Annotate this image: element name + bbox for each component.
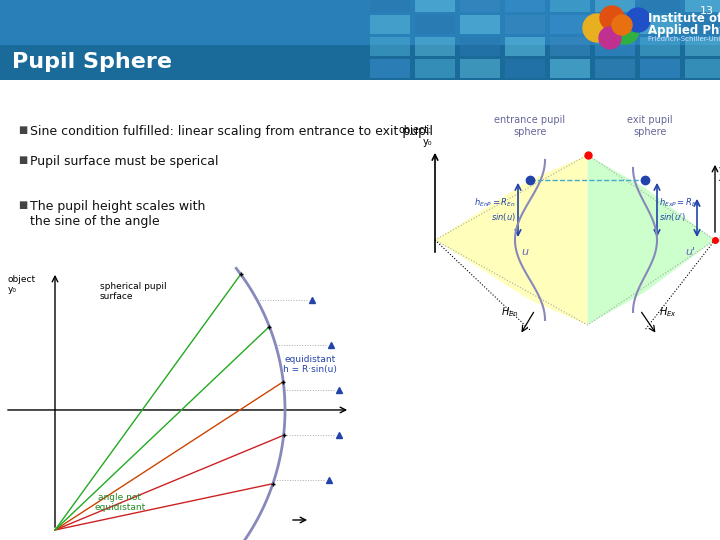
FancyBboxPatch shape [415, 37, 455, 56]
FancyBboxPatch shape [460, 37, 500, 56]
FancyBboxPatch shape [505, 37, 545, 56]
Text: Friedrich-Schiller-Universität Jena: Friedrich-Schiller-Universität Jena [648, 36, 720, 42]
Bar [0, 45, 720, 80]
Text: $H_{En}$: $H_{En}$ [500, 305, 518, 319]
Text: y₀: y₀ [423, 137, 432, 147]
Text: ■: ■ [18, 200, 27, 210]
Polygon shape [435, 155, 588, 325]
FancyBboxPatch shape [460, 15, 500, 34]
Text: Applied Physics: Applied Physics [648, 24, 720, 37]
FancyBboxPatch shape [595, 37, 635, 56]
Text: image: image [718, 235, 720, 244]
Text: spherical pupil
surface: spherical pupil surface [100, 282, 166, 301]
Text: ▲: ▲ [719, 173, 720, 182]
FancyBboxPatch shape [640, 15, 680, 34]
FancyBboxPatch shape [460, 59, 500, 78]
FancyBboxPatch shape [595, 15, 635, 34]
Text: entrance pupil
sphere: entrance pupil sphere [495, 116, 566, 137]
FancyBboxPatch shape [550, 37, 590, 56]
Text: object:: object: [399, 125, 432, 135]
FancyBboxPatch shape [370, 37, 410, 56]
Circle shape [612, 15, 632, 35]
Text: object
y₀: object y₀ [8, 275, 36, 294]
Circle shape [583, 14, 611, 42]
FancyBboxPatch shape [370, 0, 410, 12]
FancyBboxPatch shape [370, 15, 410, 34]
FancyBboxPatch shape [685, 37, 720, 56]
FancyBboxPatch shape [550, 15, 590, 34]
Text: Sine condition fulfilled: linear scaling from entrance to exit pupil: Sine condition fulfilled: linear scaling… [30, 125, 433, 138]
Text: Institute of: Institute of [648, 12, 720, 25]
Polygon shape [588, 155, 715, 325]
Text: $h_{ExP}=R_{Ex}$
$sin(u^\prime)$: $h_{ExP}=R_{Ex}$ $sin(u^\prime)$ [659, 197, 701, 223]
FancyBboxPatch shape [505, 0, 545, 12]
Text: The pupil height scales with
the sine of the angle: The pupil height scales with the sine of… [30, 200, 205, 228]
Text: y': y' [719, 165, 720, 175]
FancyBboxPatch shape [550, 0, 590, 12]
Text: Pupil Sphere: Pupil Sphere [12, 52, 172, 72]
Text: Pupil surface must be sperical: Pupil surface must be sperical [30, 155, 218, 168]
FancyBboxPatch shape [685, 0, 720, 12]
FancyBboxPatch shape [595, 59, 635, 78]
FancyBboxPatch shape [505, 59, 545, 78]
FancyBboxPatch shape [415, 15, 455, 34]
FancyBboxPatch shape [640, 0, 680, 12]
Text: $h_{EnP}=R_{En}$
$sin(u)$: $h_{EnP}=R_{En}$ $sin(u)$ [474, 197, 516, 223]
Text: ■: ■ [18, 155, 27, 165]
FancyBboxPatch shape [415, 59, 455, 78]
FancyBboxPatch shape [460, 0, 500, 12]
FancyBboxPatch shape [640, 59, 680, 78]
Text: ■: ■ [18, 125, 27, 135]
FancyBboxPatch shape [505, 15, 545, 34]
FancyBboxPatch shape [370, 59, 410, 78]
Text: u: u [521, 247, 528, 257]
FancyBboxPatch shape [685, 15, 720, 34]
FancyBboxPatch shape [550, 59, 590, 78]
Text: equidistant
h = R·sin(u): equidistant h = R·sin(u) [283, 355, 337, 374]
Text: $H_{Ex}$: $H_{Ex}$ [659, 305, 677, 319]
Text: u': u' [685, 247, 695, 257]
FancyBboxPatch shape [415, 0, 455, 12]
Text: angle not
equidistant: angle not equidistant [94, 492, 145, 512]
Circle shape [611, 16, 639, 44]
Text: exit pupil
sphere: exit pupil sphere [627, 116, 672, 137]
Circle shape [599, 27, 621, 49]
Text: 13: 13 [700, 6, 714, 16]
Circle shape [626, 8, 650, 32]
FancyBboxPatch shape [595, 0, 635, 12]
FancyBboxPatch shape [640, 37, 680, 56]
Circle shape [600, 6, 624, 30]
FancyBboxPatch shape [685, 59, 720, 78]
